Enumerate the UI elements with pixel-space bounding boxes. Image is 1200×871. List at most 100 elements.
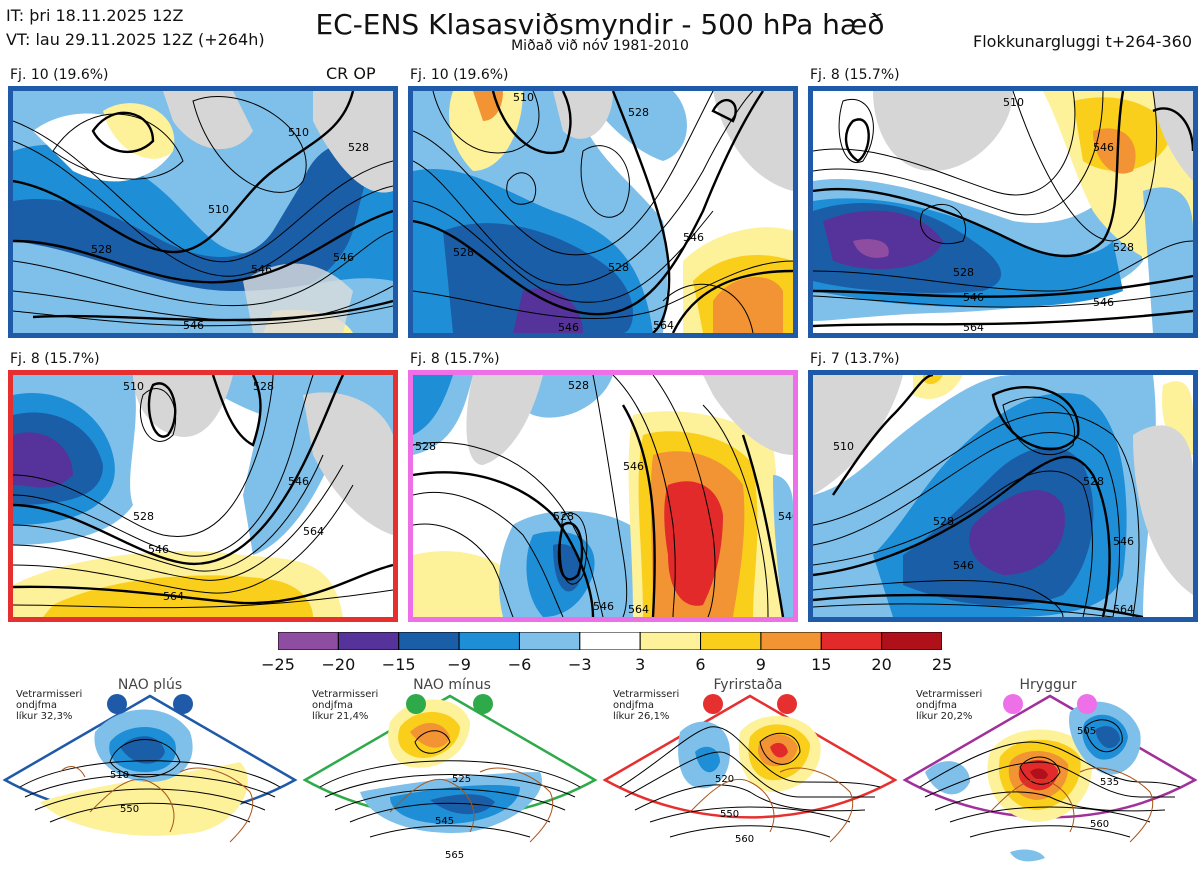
colorbar-segment — [881, 631, 943, 651]
contour-label: 564 — [163, 590, 184, 603]
colorbar-tick-label: 3 — [635, 655, 646, 674]
cluster-map-1: 546 510 546 528 510 528 546 — [8, 86, 398, 338]
regime-note-season: Vetrarmisseri — [312, 689, 379, 700]
regime-contour-label: 505 — [1077, 726, 1096, 737]
panel-2-label: Fj. 10 (19.6%) — [410, 67, 509, 83]
regime-contour-label: 525 — [452, 774, 471, 785]
cluster-map-5: 528 528 546 528 546 546 564 — [408, 370, 798, 622]
contour-label: 546 — [148, 543, 169, 556]
contour-label: 528 — [933, 515, 954, 528]
colorbar-segment — [398, 631, 460, 651]
contour-label: 528 — [453, 246, 474, 259]
colorbar-segment — [820, 631, 883, 651]
colorbar-tick-label: −3 — [568, 655, 592, 674]
contour-label: 546 — [778, 510, 793, 523]
colorbar-tick-label: 6 — [695, 655, 706, 674]
regime-3-marker-right — [777, 694, 797, 714]
colorbar-tick-label: −9 — [447, 655, 471, 674]
cluster-map-3: 510 528 546 528 546 546 564 — [808, 86, 1198, 338]
contour-label: 528 — [1113, 241, 1134, 254]
contour-label: 546 — [1093, 296, 1114, 309]
colorbar-tick-label: 20 — [871, 655, 892, 674]
regime-contour-label: 535 — [1100, 777, 1119, 788]
regime-3-note: Vetrarmisseri ondjfma líkur 26,1% — [613, 689, 679, 722]
regime-contour-label: 550 — [720, 809, 739, 820]
regime-contour-label: 565 — [445, 850, 464, 861]
contour-label: 510 — [208, 203, 229, 216]
cluster-map-4: 510 528 528 546 564 546 564 — [8, 370, 398, 622]
contour-label: 546 — [558, 321, 579, 333]
colorbar-tick-label: 15 — [811, 655, 832, 674]
regime-note-probability: líkur 32,3% — [16, 711, 73, 722]
regime-note-probability: líkur 20,2% — [916, 711, 973, 722]
contour-label: 546 — [953, 559, 974, 572]
panel-3-label: Fj. 8 (15.7%) — [810, 67, 900, 83]
colorbar-segment — [760, 631, 822, 651]
regime-1-marker-right — [173, 694, 193, 714]
regime-note-probability: líkur 21,4% — [312, 711, 369, 722]
regime-note-season: Vetrarmisseri — [916, 689, 983, 700]
regime-note-probability: líkur 26,1% — [613, 711, 670, 722]
contour-label: 528 — [608, 261, 629, 274]
regime-4-marker-right — [1077, 694, 1097, 714]
classification-window: Flokkunargluggi t+264-360 — [973, 32, 1192, 51]
regime-row: Vetrarmisseri ondjfma líkur 32,3% NAO pl… — [0, 672, 1200, 871]
contour-label: 510 — [833, 440, 854, 453]
regime-2-marker-left — [406, 694, 426, 714]
contour-label: 546 — [251, 263, 272, 276]
regime-1-marker-left — [107, 694, 127, 714]
contour-label: 546 — [623, 460, 644, 473]
regime-1-note: Vetrarmisseri ondjfma líkur 32,3% — [16, 689, 82, 722]
contour-label: 546 — [288, 475, 309, 488]
contour-label: 546 — [1113, 535, 1134, 548]
contour-label: 546 — [963, 291, 984, 304]
colorbar-segment — [639, 631, 702, 651]
contour-label: 528 — [415, 440, 436, 453]
regime-note-season: Vetrarmisseri — [613, 689, 680, 700]
contour-label: 528 — [953, 266, 974, 279]
contour-label: 564 — [303, 525, 324, 538]
contour-label: 528 — [91, 243, 112, 256]
regime-3-marker-left — [703, 694, 723, 714]
cluster-map-6: 510 528 528 546 546 564 — [808, 370, 1198, 622]
contour-label: 528 — [133, 510, 154, 523]
regime-contour-label: 545 — [435, 816, 454, 827]
contour-label: 546 — [593, 600, 614, 613]
regime-contour-label: 550 — [120, 804, 139, 815]
colorbar-tick-label: 25 — [931, 655, 953, 674]
regime-4-note: Vetrarmisseri ondjfma líkur 20,2% — [916, 689, 982, 722]
page-subtitle: Miðað við nóv 1981-2010 — [511, 38, 689, 54]
contour-label: 564 — [653, 319, 674, 332]
regime-2-marker-right — [473, 694, 493, 714]
contour-label: 564 — [628, 603, 649, 616]
regime-map-nao-plus: 510 550 — [2, 694, 298, 843]
contour-label: 546 — [183, 319, 204, 332]
contour-label: 564 — [1113, 603, 1134, 616]
colorbar-segment — [518, 631, 581, 651]
contour-label: 510 — [1003, 96, 1024, 109]
contour-label: 528 — [348, 141, 369, 154]
colorbar-segment — [458, 631, 520, 651]
colorbar-segment — [700, 631, 762, 651]
regime-note-months: ondjfma — [613, 700, 654, 711]
regime-1-name: NAO plús — [117, 677, 183, 693]
contour-label: 510 — [123, 380, 144, 393]
panel-5-label: Fj. 8 (15.7%) — [410, 351, 500, 367]
colorbar-tick-label: −20 — [321, 655, 356, 674]
contour-label: 546 — [333, 251, 354, 264]
regime-3-name: Fyrirstaða — [713, 677, 783, 693]
regime-contour-label: 560 — [1090, 819, 1109, 830]
cluster-map-2: 528 510 528 546 528 546 564 — [408, 86, 798, 338]
colorbar-segment — [579, 631, 641, 651]
regime-4-name: Hryggur — [1019, 677, 1077, 693]
colorbar-segment — [337, 631, 400, 651]
regime-note-months: ondjfma — [312, 700, 353, 711]
contour-label: 510 — [513, 91, 534, 104]
regime-map-blocking: 520 550 560 — [602, 694, 898, 845]
regime-note-season: Vetrarmisseri — [16, 689, 83, 700]
regime-note-months: ondjfma — [16, 700, 57, 711]
contour-label: 528 — [568, 379, 589, 392]
regime-note-months: ondjfma — [916, 700, 957, 711]
contour-label: 528 — [553, 510, 574, 523]
colorbar — [277, 631, 943, 651]
